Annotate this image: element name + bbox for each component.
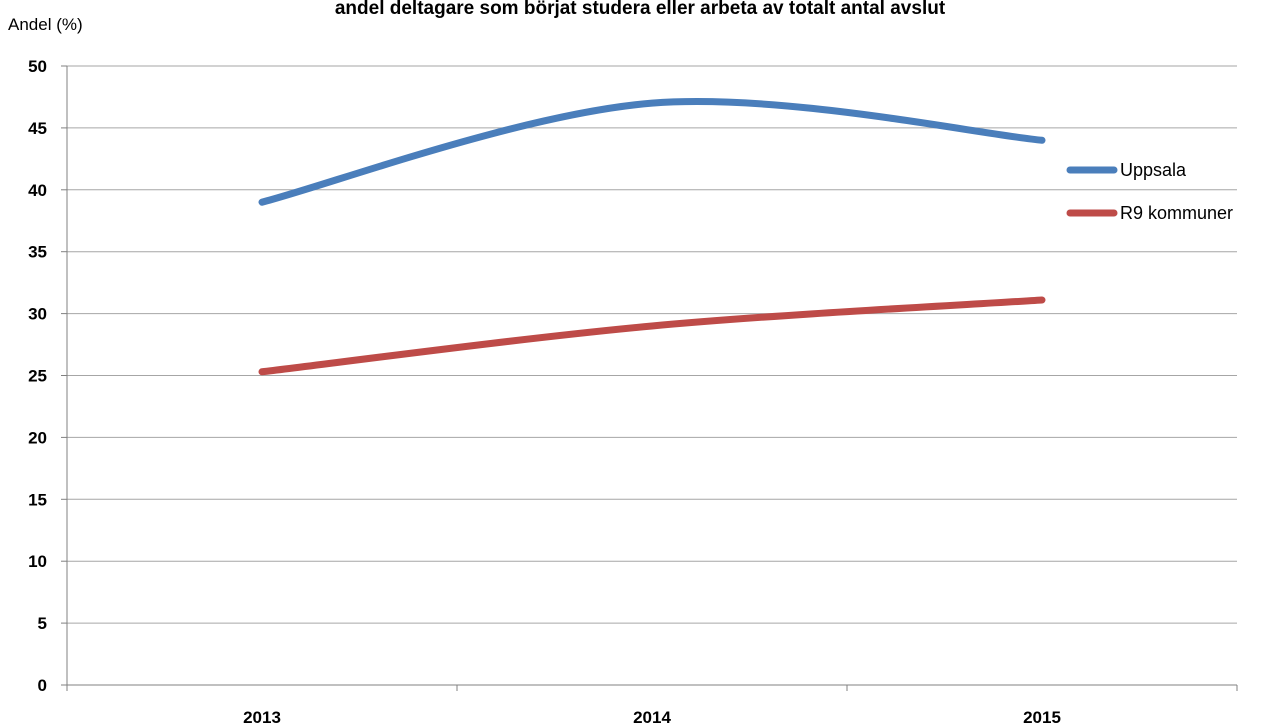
y-tick-labels: 0 5 10 15 20 25 30 35 40 45 50 [28, 57, 47, 695]
legend-label: R9 kommuner [1120, 203, 1233, 223]
series-line-2 [258, 296, 1046, 376]
y-tick-label: 20 [28, 428, 47, 447]
legend: Uppsala R9 kommuner [1066, 160, 1233, 223]
y-tick-label: 5 [38, 614, 47, 633]
y-tick-label: 15 [28, 490, 47, 509]
x-tick-label: 2014 [633, 708, 671, 725]
x-tick-labels: 2013 2014 2015 [243, 708, 1061, 725]
y-tick-label: 0 [38, 676, 47, 695]
y-tick-label: 45 [28, 119, 47, 138]
axes [61, 65, 1238, 691]
x-tick-label: 2013 [243, 708, 281, 725]
gridlines [67, 65, 1237, 624]
x-tick-label: 2015 [1023, 708, 1061, 725]
legend-label: Uppsala [1120, 160, 1187, 180]
series-lines [258, 98, 1046, 376]
y-tick-label: 25 [28, 367, 47, 386]
y-axis-label: Andel (%) [8, 15, 83, 34]
series-line-1 [258, 98, 1046, 206]
chart-title: andel deltagare som börjat studera eller… [335, 0, 946, 19]
y-tick-label: 10 [28, 552, 47, 571]
y-tick-label: 50 [28, 57, 47, 76]
y-tick-label: 35 [28, 243, 47, 262]
y-tick-label: 30 [28, 305, 47, 324]
y-tick-label: 40 [28, 181, 47, 200]
